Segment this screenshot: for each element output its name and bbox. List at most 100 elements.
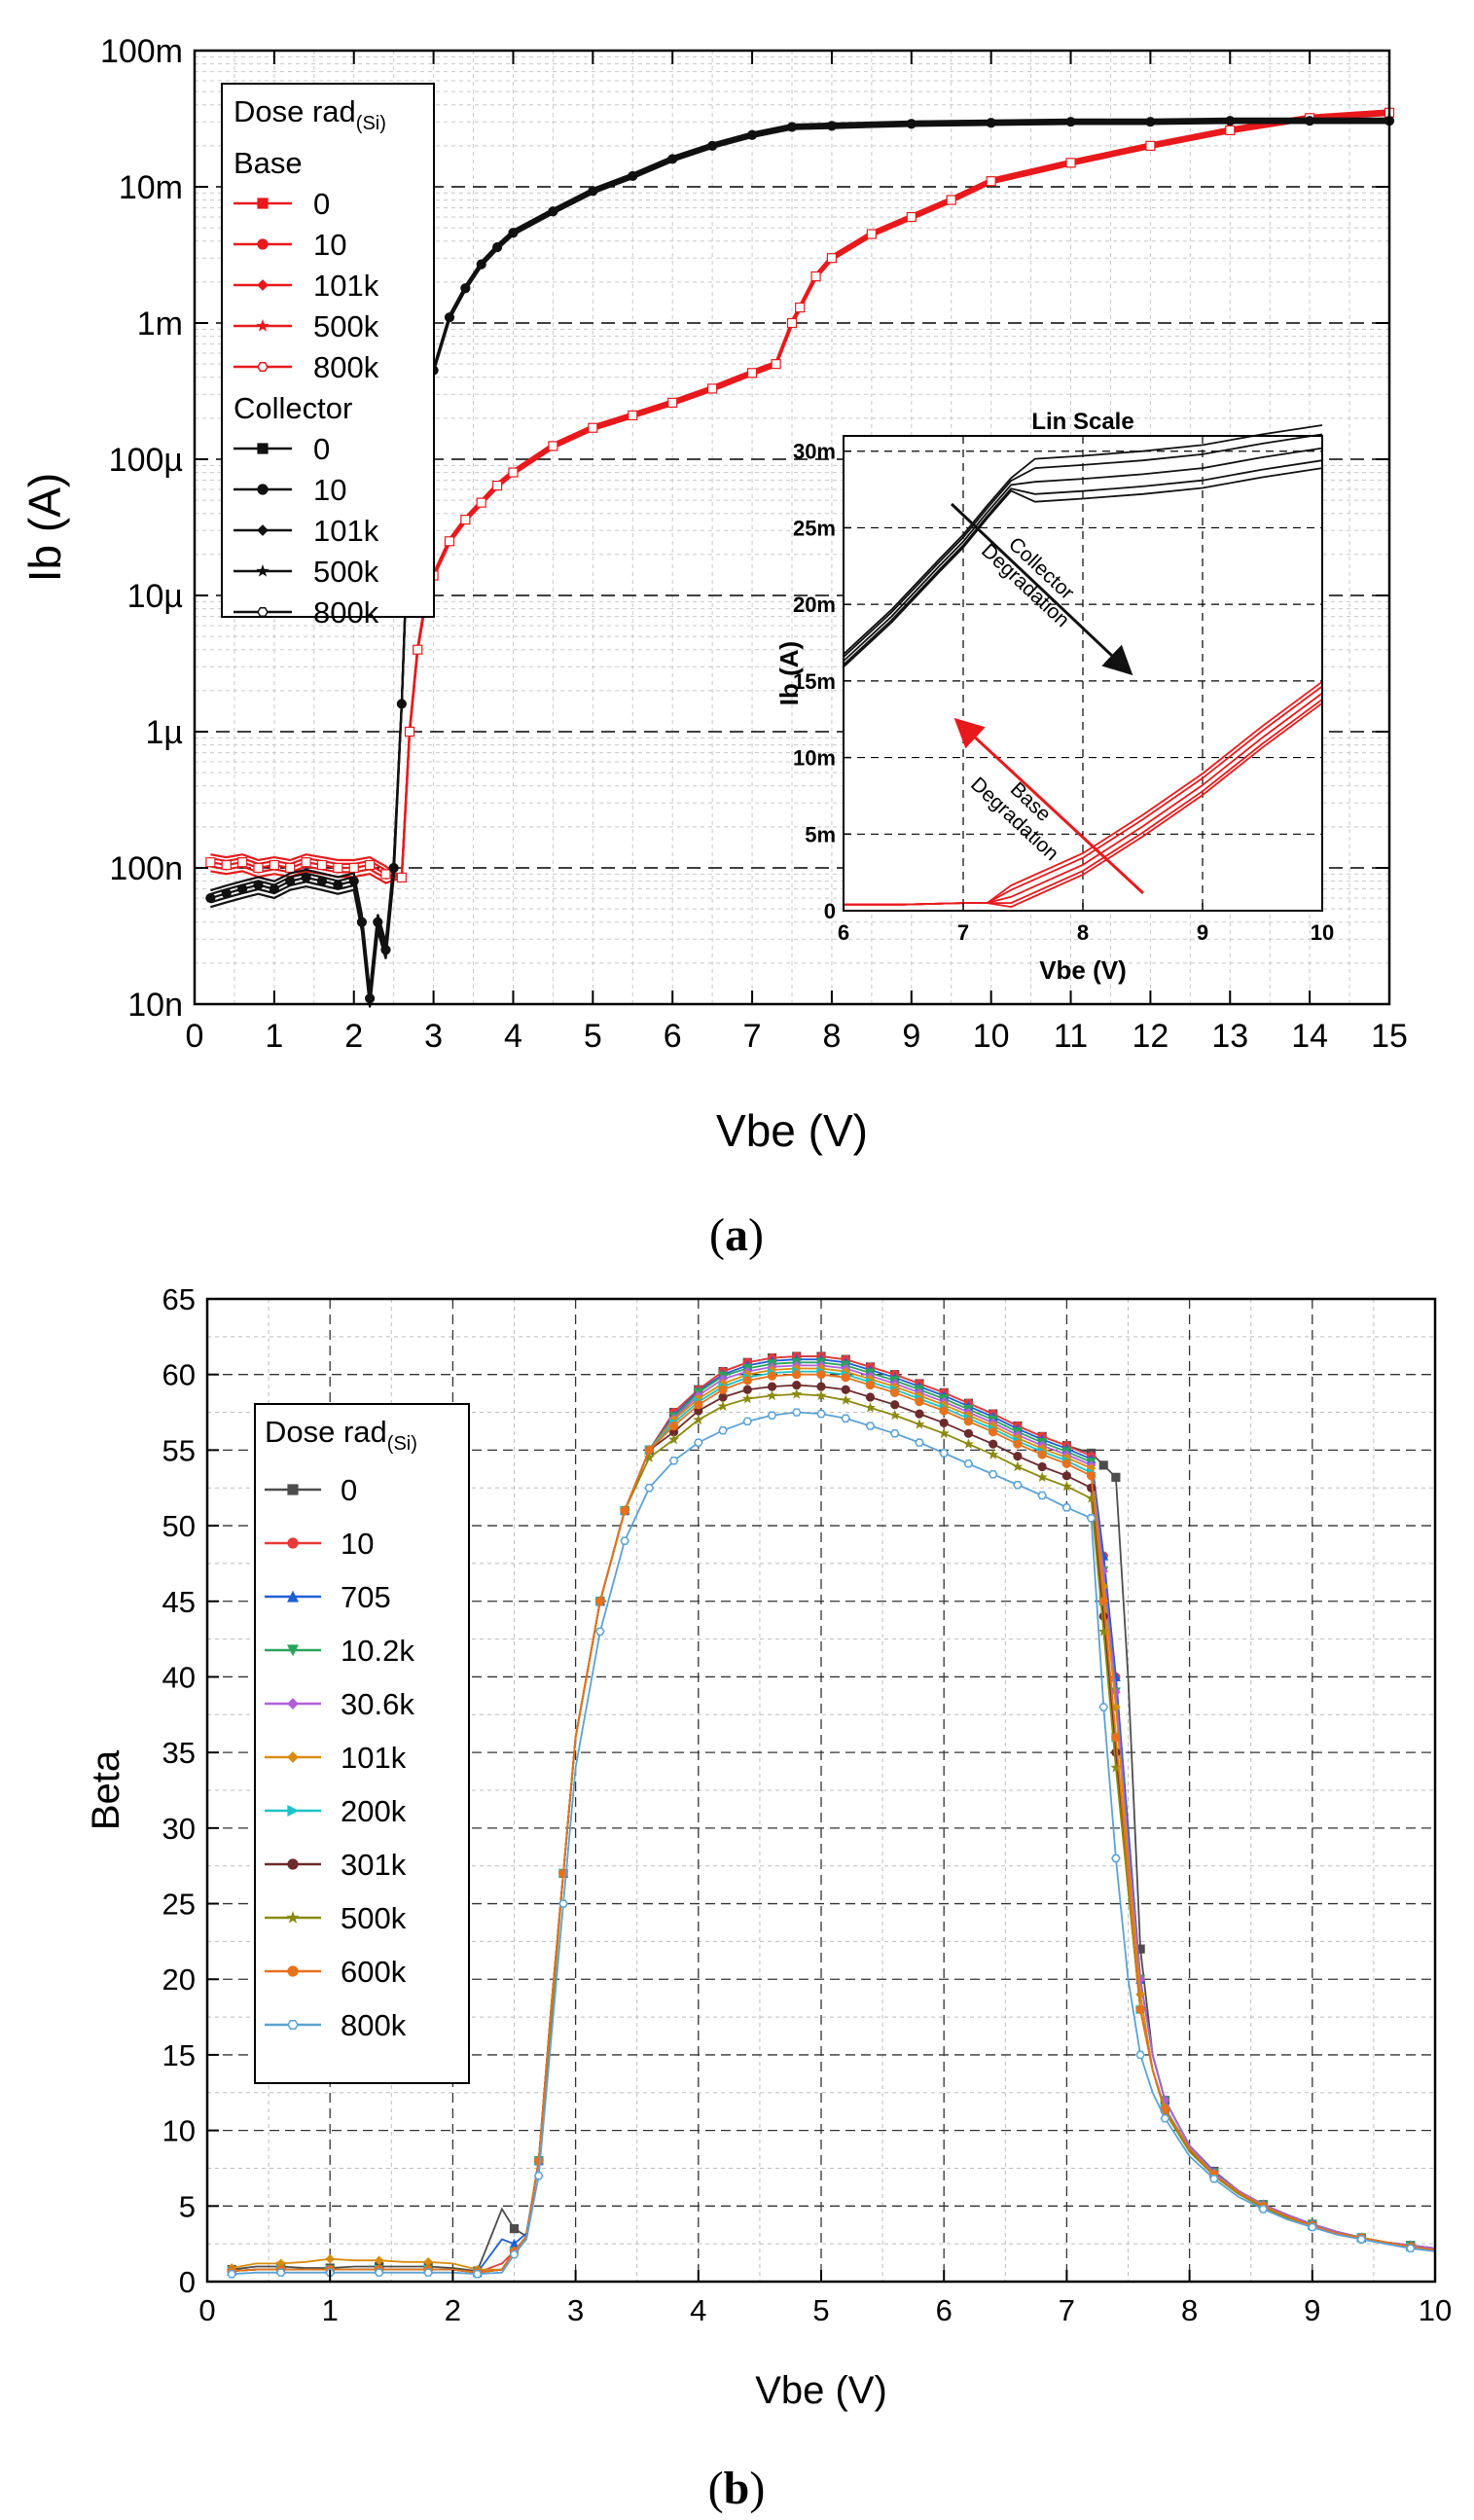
chart-b-ytick-label: 65 [162, 1282, 196, 1316]
chart-b-legend-entry: 600k [341, 1955, 407, 1989]
chart-a-point-base [810, 270, 821, 282]
chart-b-point [558, 1899, 568, 1908]
chart-b-ytick-label: 60 [162, 1358, 196, 1392]
chart-a-point-base [444, 536, 455, 547]
chart-b-point [989, 1427, 998, 1437]
chart-b-point [767, 1382, 777, 1391]
chart-a-point-collector [986, 118, 996, 128]
chart-b-legend-entry: 30.6k [341, 1687, 414, 1721]
inset-ytick-label: 15m [793, 669, 836, 694]
chart-a-point-base [365, 859, 376, 871]
chart-b-point [889, 1409, 901, 1421]
chart-b-point [1037, 1450, 1047, 1459]
chart-a-point-collector [316, 876, 328, 886]
chart-b-xtick-label: 7 [1059, 2293, 1075, 2327]
chart-a-point-collector [667, 154, 678, 164]
chart-a-point-base [826, 253, 838, 264]
chart-a-point-collector [396, 699, 407, 709]
chart-b-point [1405, 2244, 1416, 2253]
chart-b-legend-marker [286, 1910, 300, 1924]
chart-b-point [815, 1389, 827, 1401]
chart-a-legend-entry: 10 [313, 228, 346, 262]
inset-base-line [844, 702, 1323, 909]
chart-b-xtick-label: 4 [690, 2293, 706, 2327]
chart-b-point [594, 1627, 605, 1637]
chart-b-point [509, 2250, 520, 2259]
chart-b-point [791, 1388, 803, 1399]
chart-a-ytick-label: 1µ [146, 714, 184, 751]
chart-b-point [962, 1438, 974, 1449]
chart-a-point-collector [269, 883, 279, 894]
chart-b-point [865, 1380, 876, 1390]
chart-a-legend-marker [257, 443, 269, 454]
chart-b-point [1086, 1493, 1097, 1503]
chart-b-point [741, 1392, 753, 1404]
chart-a-legend: Dose rad(Si) Base 0 10 101k 500k 800k Collecto… [221, 83, 435, 630]
chart-a-point-base [786, 317, 798, 329]
chart-a-point-collector [285, 876, 296, 886]
chart-a-point-base [508, 467, 519, 478]
chart-b-point [1111, 1854, 1121, 1863]
inset-xtick-label: 10 [1311, 920, 1334, 945]
chart-a-ytick-label: 100n [109, 850, 183, 887]
inset-ytick-label: 30m [793, 440, 836, 464]
collector-degradation-arrow [950, 502, 1133, 676]
chart-b-point [915, 1397, 924, 1407]
chart-a-point-collector [373, 917, 383, 927]
chart-a-point-collector [588, 186, 598, 197]
chart-b-legend-marker [287, 1537, 299, 1549]
chart-b-point [865, 1392, 876, 1402]
caption-b: (b) [708, 2463, 766, 2514]
chart-b-point [841, 1414, 851, 1422]
chart-a-point-base [491, 481, 503, 491]
chart-b-point [644, 1484, 655, 1493]
chart-a-legend-marker [257, 606, 269, 618]
chart-a-point-collector [746, 129, 758, 140]
chart-a-point-collector [1305, 116, 1315, 126]
chart-b-point [1208, 2175, 1219, 2183]
chart-b-point [1086, 1514, 1097, 1523]
chart-b-point [841, 1385, 850, 1394]
inset-ytick-label: 5m [805, 822, 836, 846]
chart-b-point [963, 1428, 974, 1438]
chart-a-point-collector [476, 259, 486, 270]
chart-a-point-base [628, 410, 638, 420]
chart-b-point [620, 1505, 629, 1516]
caption-a: (a) [709, 1209, 764, 1261]
chart-a-xtick-label: 2 [344, 1018, 363, 1055]
chart-a-legend-entry: 800k [313, 595, 379, 630]
inset-xlabel: Vbe (V) [1039, 955, 1127, 985]
chart-b-point [534, 2156, 544, 2166]
chart-b-point [864, 1402, 877, 1413]
chart-a-ytick-label: 10n [127, 987, 183, 1024]
inset-ytick-label: 0 [824, 899, 836, 923]
chart-a-point-base [404, 726, 415, 738]
chart-b-point [1258, 2205, 1269, 2214]
chart-a-legend-marker [257, 484, 269, 495]
inset-collector-line [843, 459, 1323, 666]
chart-a-xtick-label: 4 [504, 1018, 522, 1055]
chart-b-point [718, 1385, 728, 1394]
chart-a-point-base [588, 422, 598, 433]
chart-b-legend-entry: 101k [341, 1741, 407, 1775]
chart-b-series-line [232, 1411, 1436, 2276]
inset-xtick-label: 9 [1197, 920, 1208, 945]
chart-a-legend-entry: 500k [313, 309, 379, 343]
chart-a-point-base [548, 441, 558, 451]
chart-b-point [1036, 1471, 1048, 1483]
chart-b-xtick-label: 1 [322, 2293, 339, 2327]
chart-a-xtick-label: 15 [1371, 1018, 1408, 1055]
chart-b-ytick-label: 35 [162, 1736, 196, 1770]
chart-b-xtick-label: 5 [812, 2293, 829, 2327]
chart-a-point-base [413, 644, 423, 655]
chart-a-plot-frame [193, 49, 1391, 1006]
chart-b-point [1135, 2004, 1145, 2014]
chart-b-series [226, 1351, 1436, 2279]
inset-ytick-label: 10m [793, 746, 836, 771]
chart-a-ytick-label: 10m [119, 169, 183, 206]
chart-a-legend-entry: 101k [313, 514, 379, 548]
chart-b-point [694, 1400, 703, 1410]
chart-a-xtick-label: 6 [664, 1018, 682, 1055]
chart-b-point [1356, 2235, 1367, 2244]
